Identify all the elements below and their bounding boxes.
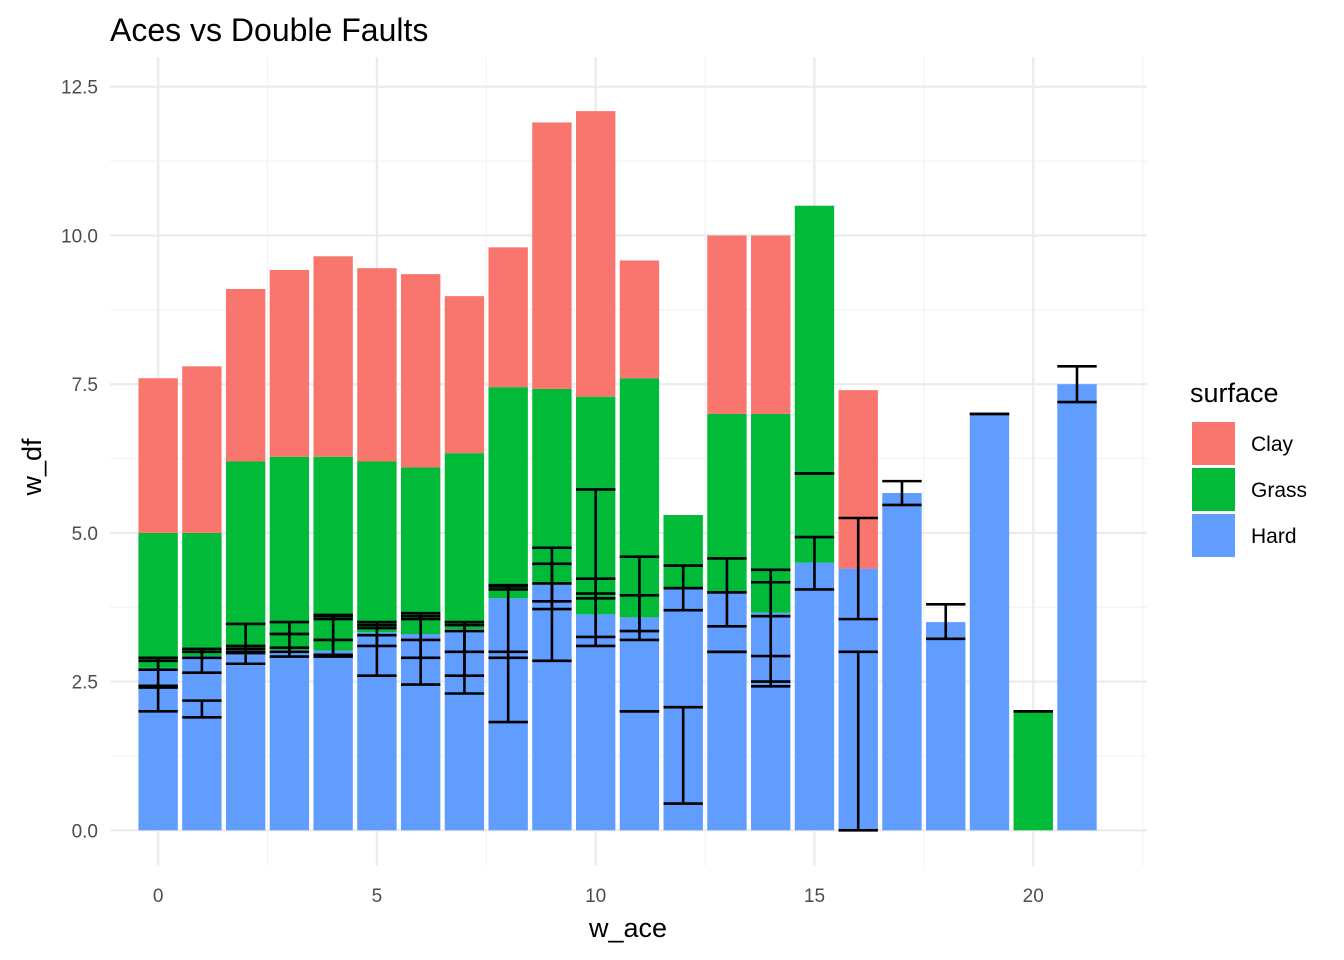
bar-hard-11 xyxy=(619,617,660,831)
error-bar-16 xyxy=(838,650,878,832)
bar-clay-5 xyxy=(357,268,397,462)
bar-grass-5 xyxy=(357,461,397,633)
bar-hard-19 xyxy=(969,413,1010,831)
legend-swatch xyxy=(1192,468,1235,511)
bar-hard-3 xyxy=(269,650,310,831)
x-tick-label: 20 xyxy=(1023,886,1044,907)
y-tick-label: 2.5 xyxy=(72,673,98,694)
bar-grass-15 xyxy=(794,205,835,563)
error-bar-10 xyxy=(575,488,616,595)
bar-clay-11 xyxy=(619,260,660,379)
x-tick-label: 15 xyxy=(804,886,825,907)
error-bars xyxy=(138,365,1097,832)
bar-clay-3 xyxy=(269,269,310,457)
bar-grass-6 xyxy=(400,467,441,635)
y-tick-label: 5.0 xyxy=(72,524,98,545)
error-bar-1 xyxy=(182,699,222,719)
bar-hard-15 xyxy=(794,562,835,831)
y-tick-labels: 0.0 2.5 5.0 7.5 10.0 12.5 xyxy=(61,78,98,843)
bar-hard-10 xyxy=(575,614,616,831)
x-tick-label: 5 xyxy=(372,886,383,907)
bar-hard-4 xyxy=(313,650,353,831)
bar-hard-2 xyxy=(225,650,266,831)
error-bar-12 xyxy=(663,705,703,805)
bar-clay-0 xyxy=(138,378,178,533)
bar-clay-6 xyxy=(400,274,441,468)
x-tick-labels: 0 5 10 15 20 xyxy=(153,886,1044,907)
y-axis-title: w_df xyxy=(17,438,47,497)
x-tick-label: 0 xyxy=(153,886,164,907)
bar-grass-7 xyxy=(444,453,485,630)
bar-clay-4 xyxy=(313,256,353,457)
legend-items: Clay Grass Hard xyxy=(1192,422,1307,557)
legend-item-grass: Grass xyxy=(1192,468,1307,511)
bars xyxy=(138,111,1097,831)
legend-label: Clay xyxy=(1251,433,1294,456)
error-bar-15 xyxy=(794,535,835,591)
bar-grass-8 xyxy=(488,387,528,599)
x-tick-label: 10 xyxy=(585,886,606,907)
error-bar-9 xyxy=(532,582,572,603)
error-bar-7 xyxy=(444,620,485,654)
legend-item-clay: Clay xyxy=(1192,422,1294,465)
legend-label: Grass xyxy=(1251,479,1307,502)
error-bar-11 xyxy=(619,555,660,633)
error-bar-17 xyxy=(882,479,922,507)
bar-hard-1 xyxy=(182,656,222,831)
bar-grass-2 xyxy=(225,461,266,651)
error-bar-3 xyxy=(269,620,310,654)
legend: surface Clay Grass Hard xyxy=(1190,378,1307,557)
error-bar-8 xyxy=(488,583,528,591)
bar-clay-10 xyxy=(575,111,616,397)
error-bar-6 xyxy=(400,611,441,621)
error-bar-5 xyxy=(357,623,397,630)
y-tick-label: 12.5 xyxy=(61,78,98,99)
error-bar-14 xyxy=(751,580,791,618)
bar-hard-18 xyxy=(926,622,966,831)
error-bar-2 xyxy=(225,647,266,654)
error-bar-16 xyxy=(838,516,878,621)
legend-title: surface xyxy=(1190,378,1279,408)
bar-grass-20 xyxy=(1013,711,1053,831)
bar-clay-9 xyxy=(532,122,572,389)
bar-hard-21 xyxy=(1057,384,1097,831)
legend-swatch xyxy=(1192,514,1235,557)
bar-grass-3 xyxy=(269,456,310,651)
bar-grass-1 xyxy=(182,532,222,657)
bar-grass-0 xyxy=(138,532,178,668)
bar-hard-17 xyxy=(882,493,922,831)
error-bar-18 xyxy=(926,602,966,641)
legend-swatch xyxy=(1192,422,1235,465)
bar-clay-7 xyxy=(444,296,485,454)
y-tick-label: 7.5 xyxy=(72,375,98,396)
chart-title: Aces vs Double Faults xyxy=(110,12,428,48)
y-tick-label: 10.0 xyxy=(61,226,98,247)
legend-item-hard: Hard xyxy=(1192,514,1297,557)
bar-clay-8 xyxy=(488,247,528,388)
bar-clay-14 xyxy=(751,235,791,414)
error-bar-0 xyxy=(138,659,178,671)
legend-label: Hard xyxy=(1251,525,1297,548)
error-bar-4 xyxy=(313,613,353,621)
x-axis-title: w_ace xyxy=(588,913,667,943)
bar-clay-1 xyxy=(182,366,222,533)
error-bar-1 xyxy=(182,647,222,660)
error-bar-21 xyxy=(1057,365,1097,404)
bar-hard-13 xyxy=(707,592,747,831)
bar-clay-13 xyxy=(707,235,747,414)
y-tick-label: 0.0 xyxy=(72,821,98,842)
bar-clay-2 xyxy=(225,288,266,462)
